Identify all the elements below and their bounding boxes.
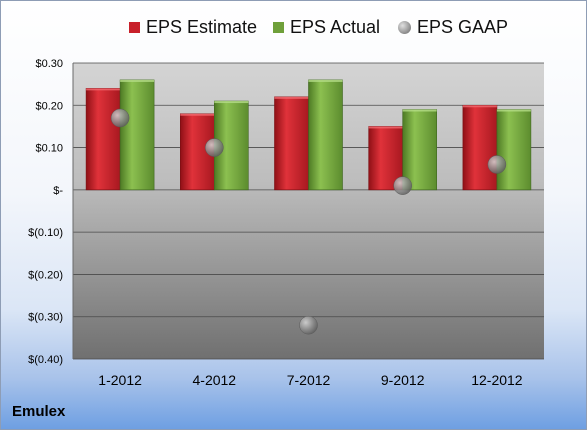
point-eps-gaap	[205, 138, 224, 157]
bar-eps-estimate	[85, 88, 121, 191]
bar-top-estimate	[368, 126, 403, 129]
bar-top-actual	[402, 109, 437, 112]
y-tick-label: $(0.30)	[28, 312, 63, 324]
bar-eps-actual	[402, 109, 438, 191]
point-eps-gaap	[487, 155, 507, 174]
bar-top-actual	[214, 101, 249, 104]
legend-label-estimate: EPS Estimate	[146, 17, 258, 37]
y-tick-label: $0.30	[35, 58, 63, 70]
bar-eps-actual	[308, 79, 343, 191]
legend-swatch-gaap	[398, 21, 411, 34]
bar-top-estimate	[274, 96, 309, 99]
bar-eps-estimate	[274, 96, 309, 191]
legend-item-eps-gaap: EPS GAAP	[398, 17, 508, 38]
y-tick-label: $(0.20)	[28, 269, 63, 281]
point-eps-gaap	[393, 176, 412, 195]
x-tick-label: 9-2012	[381, 372, 425, 388]
bar-top-estimate	[462, 105, 497, 108]
x-tick-label: 4-2012	[193, 372, 237, 388]
bar-top-actual	[308, 79, 343, 82]
bar-top-actual	[496, 109, 531, 112]
legend-label-gaap: EPS GAAP	[417, 17, 509, 37]
bar-top-estimate	[180, 113, 215, 116]
legend-item-eps-estimate: EPS Estimate	[129, 17, 257, 38]
bar-eps-actual	[119, 79, 155, 191]
legend: EPS Estimate EPS Actual EPS GAAP	[1, 17, 586, 43]
y-tick-label: $(0.10)	[28, 227, 63, 239]
y-tick-label: $-	[53, 185, 63, 197]
x-tick-label: 1-2012	[98, 372, 142, 388]
y-tick-label: $(0.40)	[28, 354, 63, 366]
x-tick-label: 7-2012	[287, 372, 331, 388]
bar-top-estimate	[86, 88, 121, 91]
legend-label-actual: EPS Actual	[290, 17, 381, 37]
x-tick-label: 12-2012	[471, 372, 523, 388]
y-tick-label: $0.20	[35, 100, 63, 112]
company-name: Emulex	[12, 403, 66, 420]
point-eps-gaap	[110, 108, 130, 128]
legend-swatch-actual	[273, 22, 284, 33]
legend-item-eps-actual: EPS Actual	[273, 17, 380, 38]
legend-swatch-estimate	[129, 22, 140, 33]
bar-eps-estimate	[462, 104, 498, 191]
bar-eps-actual	[496, 109, 532, 191]
y-tick-label: $0.10	[35, 143, 63, 155]
point-eps-gaap	[299, 315, 318, 335]
bar-top-actual	[120, 79, 155, 82]
